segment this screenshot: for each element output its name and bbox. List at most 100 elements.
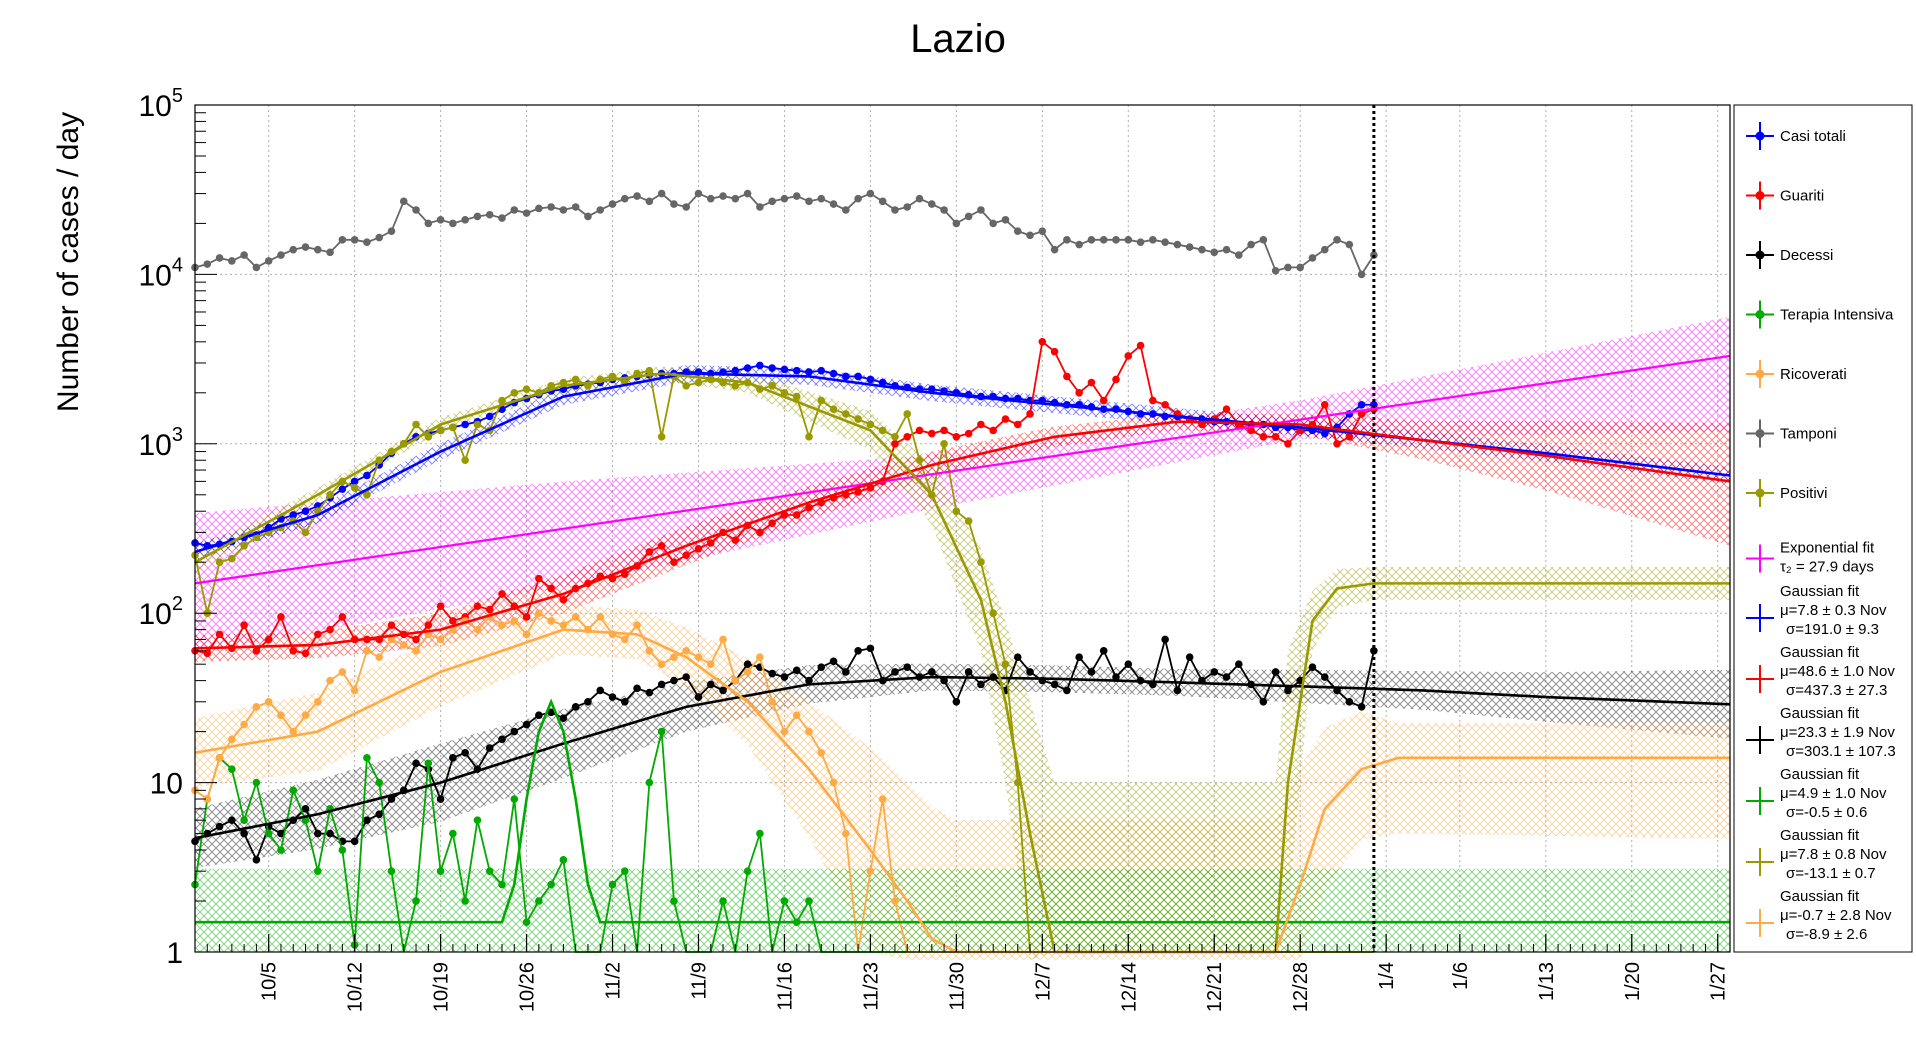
- data-point: [1112, 236, 1120, 244]
- data-point: [399, 197, 408, 206]
- data-point: [633, 684, 641, 693]
- x-tick-label: 11/30: [946, 962, 968, 1011]
- data-point: [473, 212, 482, 221]
- data-point: [878, 795, 887, 803]
- data-point: [547, 584, 555, 593]
- data-point: [706, 539, 715, 547]
- data-point: [203, 649, 212, 658]
- data-point: [424, 432, 433, 441]
- data-point: [756, 829, 764, 838]
- data-point: [1087, 236, 1096, 244]
- data-point: [805, 432, 813, 441]
- data-point: [510, 795, 519, 803]
- data-point: [289, 511, 298, 519]
- legend-dot: [1755, 429, 1765, 438]
- data-point: [375, 778, 384, 787]
- legend-fit-name: Gaussian fit: [1780, 888, 1860, 905]
- data-point: [952, 507, 961, 516]
- data-point: [670, 200, 678, 208]
- data-point: [989, 219, 997, 228]
- data-point: [314, 867, 322, 875]
- data-point: [1075, 389, 1083, 397]
- data-point: [878, 378, 887, 387]
- data-point: [473, 602, 482, 610]
- data-point: [940, 206, 948, 214]
- data-point: [903, 663, 912, 671]
- data-point: [252, 263, 261, 272]
- data-point: [228, 765, 236, 773]
- data-point: [1161, 238, 1169, 246]
- data-point: [522, 385, 531, 394]
- data-point: [1185, 243, 1194, 251]
- data-point: [829, 778, 838, 787]
- data-point: [314, 630, 322, 639]
- data-point: [866, 189, 875, 198]
- data-point: [289, 646, 298, 655]
- legend-fit-mu: μ=23.3 ± 1.9 Nov: [1780, 724, 1895, 741]
- legend-fit-name: Gaussian fit: [1780, 583, 1860, 600]
- data-point: [1063, 236, 1071, 244]
- data-point: [1247, 426, 1255, 435]
- data-point: [314, 697, 322, 706]
- data-point: [252, 533, 261, 542]
- data-point: [731, 366, 740, 375]
- data-point: [1161, 400, 1169, 409]
- data-point: [866, 420, 875, 429]
- legend-fit-sigma: σ=191.0 ± 9.3: [1786, 621, 1879, 638]
- data-point: [682, 551, 690, 559]
- data-point: [228, 735, 236, 744]
- y-tick-label: 102: [139, 593, 184, 631]
- data-point: [350, 483, 359, 492]
- data-point: [842, 829, 850, 838]
- data-point: [657, 680, 666, 689]
- data-point: [1136, 341, 1145, 350]
- data-point: [399, 641, 408, 649]
- data-point: [436, 602, 445, 610]
- data-point: [1013, 227, 1022, 235]
- data-point: [571, 703, 580, 711]
- data-point: [301, 528, 310, 537]
- fit-line-orange: [194, 628, 1730, 954]
- data-point: [375, 233, 384, 242]
- data-point: [829, 405, 838, 414]
- data-point: [928, 668, 936, 676]
- data-point: [1284, 440, 1292, 448]
- x-tick-label: 1/20: [1622, 962, 1644, 1001]
- data-point: [228, 257, 236, 265]
- x-tick-label: 12/21: [1204, 962, 1226, 1012]
- data-point: [915, 426, 924, 435]
- fit-lines: [194, 354, 1731, 954]
- data-point: [657, 660, 666, 668]
- data-point: [473, 625, 482, 634]
- data-point: [535, 609, 543, 617]
- x-tick-label: 1/13: [1536, 962, 1558, 1001]
- legend-dot: [1755, 488, 1765, 498]
- data-point: [350, 837, 359, 846]
- data-point: [792, 666, 801, 675]
- data-point: [240, 816, 248, 824]
- data-point: [768, 364, 776, 372]
- legend-fit-sigma: σ=-13.1 ± 0.7: [1786, 865, 1876, 882]
- data-point: [1038, 227, 1047, 235]
- legend-box: [1733, 104, 1913, 953]
- data-point: [817, 748, 826, 757]
- data-point: [1320, 673, 1329, 681]
- x-tick-label: 10/26: [517, 962, 539, 1012]
- data-point: [964, 517, 973, 525]
- data-point: [1173, 240, 1182, 249]
- data-point: [743, 867, 752, 875]
- data-point: [756, 203, 764, 211]
- data-point: [928, 200, 936, 208]
- data-point: [977, 558, 985, 567]
- data-point: [1333, 236, 1341, 244]
- data-point: [1308, 254, 1317, 262]
- data-point: [878, 426, 887, 435]
- data-point: [387, 227, 396, 235]
- data-point: [1259, 432, 1268, 441]
- band-red: [195, 413, 1730, 662]
- data-point: [436, 216, 445, 224]
- data-point: [731, 536, 740, 544]
- data-point: [940, 440, 948, 448]
- data-point: [498, 735, 506, 744]
